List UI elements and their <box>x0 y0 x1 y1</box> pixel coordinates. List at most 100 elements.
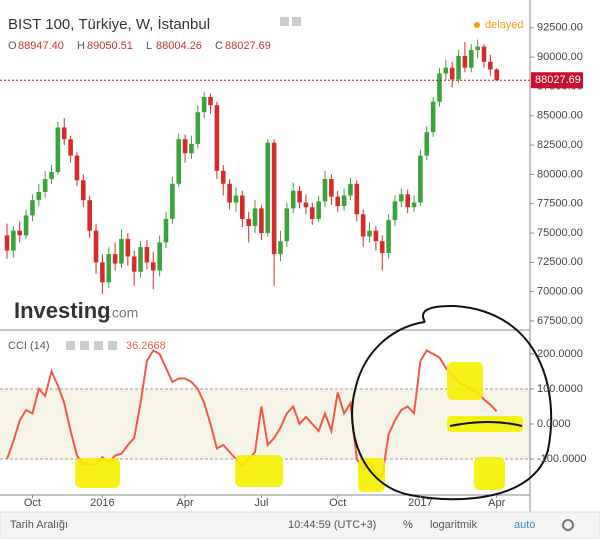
annotation-circle <box>351 304 553 501</box>
candle-body <box>354 183 360 215</box>
icon[interactable] <box>80 341 89 350</box>
y-tick-label: 67500.00 <box>537 315 583 327</box>
candle-body <box>163 218 169 243</box>
candle-body <box>329 179 334 197</box>
chart-title: BIST 100, Türkiye, W, İstanbul <box>8 15 210 33</box>
icon[interactable] <box>94 341 103 350</box>
candle-body <box>373 230 379 242</box>
candle-body <box>100 262 105 283</box>
annotation-stroke <box>449 421 523 427</box>
log-button[interactable]: logaritmik <box>430 519 478 531</box>
candle-body <box>11 230 16 251</box>
readout-value: 88004.26 <box>156 40 202 52</box>
candle-body <box>36 191 42 201</box>
candle-body <box>468 50 474 68</box>
x-tick-label: Jul <box>254 497 268 509</box>
candle-body <box>214 105 220 171</box>
status-dot <box>474 22 480 28</box>
indicator-name: CCI (14) <box>8 340 50 352</box>
readout-key: H <box>77 40 85 52</box>
candle-body <box>430 101 436 133</box>
candle-body <box>494 69 500 81</box>
cci-tick-label: -100.0000 <box>537 453 587 465</box>
settings-icon[interactable] <box>562 519 574 531</box>
icon[interactable] <box>66 341 75 350</box>
candle-body <box>131 256 137 272</box>
candle-body <box>271 142 277 255</box>
highlight <box>447 362 483 400</box>
candle-body <box>227 183 232 203</box>
candle-body <box>348 183 353 196</box>
highlight <box>474 457 505 490</box>
y-tick-label: 90000.00 <box>537 51 583 63</box>
candle-body <box>488 61 493 70</box>
x-tick-label: 2016 <box>90 497 114 509</box>
y-tick-label: 70000.00 <box>537 286 583 298</box>
icon[interactable] <box>108 341 117 350</box>
readout-key: L <box>146 40 152 52</box>
candle-body <box>290 190 296 209</box>
candle-body <box>303 202 309 208</box>
candle-body <box>138 247 143 272</box>
candle-body <box>189 143 194 154</box>
highlight <box>447 416 523 432</box>
footer: Tarih Aralığı 10:44:59 (UTC+3) % logarit… <box>0 511 600 539</box>
readout-value: 88947.40 <box>18 40 64 52</box>
candle-body <box>119 238 124 264</box>
x-tick-label: Oct <box>24 497 41 509</box>
readout-key: O <box>8 40 17 52</box>
candle-body <box>424 132 430 156</box>
y-tick-label: 80000.00 <box>537 168 583 180</box>
candle-body <box>170 183 175 219</box>
candle-body <box>341 195 347 207</box>
x-tick-label: Apr <box>488 497 505 509</box>
annotations <box>75 362 523 492</box>
y-tick-label: 75000.00 <box>537 227 583 239</box>
readout-key: C <box>215 40 223 52</box>
clock: 10:44:59 (UTC+3) <box>288 519 376 531</box>
candle-body <box>150 262 156 271</box>
candle-body <box>259 208 264 234</box>
candle-body <box>233 195 239 203</box>
cci-tick-label: 100.0000 <box>537 383 583 395</box>
candle-body <box>456 55 461 80</box>
candle-body <box>17 230 23 236</box>
range-button[interactable]: Tarih Aralığı <box>10 519 68 531</box>
icon[interactable] <box>292 17 301 26</box>
footer-bar <box>0 511 600 539</box>
candle-body <box>462 55 468 68</box>
y-tick-label: 72500.00 <box>537 256 583 268</box>
candle-body <box>112 254 118 264</box>
candle-body <box>49 172 54 180</box>
auto-button[interactable]: auto <box>514 519 535 531</box>
candle-body <box>4 235 10 251</box>
readout-value: 89050.51 <box>87 40 133 52</box>
candle-body <box>284 208 290 242</box>
candle-body <box>246 218 251 226</box>
y-tick-label: 92500.00 <box>537 22 583 34</box>
candle-body <box>195 112 201 144</box>
candle-body <box>309 207 315 219</box>
candle-body <box>405 194 410 208</box>
candle-body <box>74 155 80 181</box>
highlight <box>75 458 120 488</box>
candle-body <box>449 67 455 80</box>
x-tick-label: Apr <box>177 497 194 509</box>
status: delayed <box>485 19 524 31</box>
highlight <box>235 455 283 487</box>
candle-body <box>61 127 67 140</box>
candle-body <box>208 96 213 106</box>
highlight <box>358 458 385 492</box>
candle-body <box>297 190 302 203</box>
candle-body <box>316 201 321 219</box>
percent-button[interactable]: % <box>403 519 413 531</box>
candle-body <box>93 230 99 263</box>
candle-body <box>322 179 328 202</box>
candle-body <box>411 202 417 208</box>
icon[interactable] <box>280 17 289 26</box>
candle-body <box>201 96 207 113</box>
candle-body <box>392 201 398 221</box>
candle-body <box>106 254 112 283</box>
